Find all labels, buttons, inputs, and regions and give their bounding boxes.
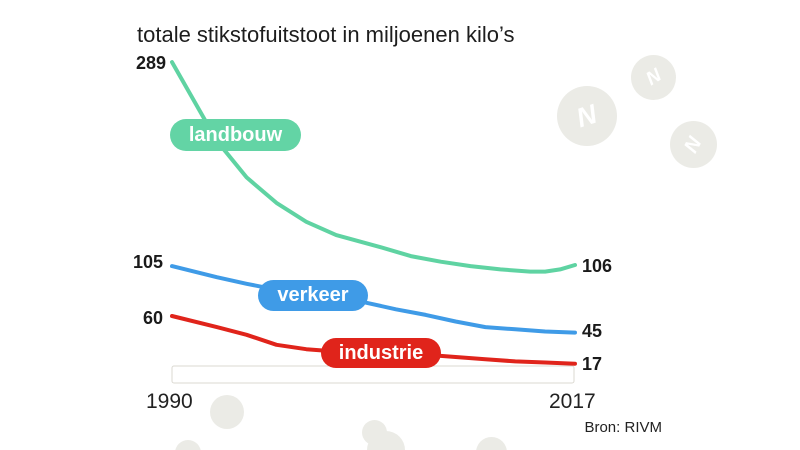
value-label-verkeer-end: 45: [582, 321, 603, 341]
series-pill-verkeer: verkeer: [258, 280, 368, 311]
value-label-landbouw-end: 106: [582, 256, 613, 276]
source-credit: Bron: RIVM: [584, 419, 662, 436]
series-pill-industrie: industrie: [321, 338, 441, 368]
timeline-track: [171, 365, 575, 384]
line-verkeer: [170, 264, 577, 335]
x-axis-end-label: 2017: [549, 390, 596, 413]
nitrogen-bubble-icon: [175, 440, 201, 450]
chart-title: totale stikstofuitstoot in miljoenen kil…: [137, 22, 515, 47]
value-label-verkeer-start: 105: [132, 252, 163, 272]
nitrogen-bubble-icon: N: [557, 86, 617, 146]
nitrogen-bubble-icon: N: [631, 55, 676, 100]
series-pill-landbouw: landbouw: [170, 119, 301, 151]
x-axis-start-label: 1990: [146, 390, 193, 413]
value-label-industrie-start: 60: [142, 308, 163, 328]
line-landbouw: [170, 60, 577, 274]
value-label-industrie-end: 17: [582, 354, 603, 374]
nitrogen-bubble-icon: [367, 431, 405, 450]
nitrogen-bubble-icon: [210, 395, 244, 429]
value-label-landbouw-start: 289: [135, 53, 166, 73]
nitrogen-bubble-icon: [476, 437, 507, 450]
nitrogen-bubble-icon: N: [670, 121, 717, 168]
